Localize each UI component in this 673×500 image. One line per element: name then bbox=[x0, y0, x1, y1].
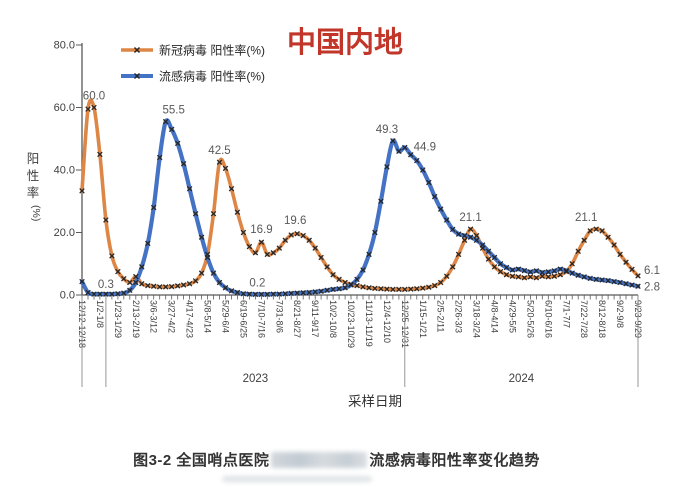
legend-flu-x-marker-icon bbox=[134, 73, 140, 79]
y-axis-unit: (%) bbox=[30, 205, 42, 221]
data-label: 49.3 bbox=[376, 124, 398, 136]
y-axis-title: 阳 性 率 (%) bbox=[27, 152, 42, 221]
chart-canvas: 中国内地 新冠病毒 阳性率(%) 流感病毒 阳性率(%) 阳 性 率 (%) 0… bbox=[27, 26, 660, 409]
caption-redacted-blur bbox=[271, 451, 368, 468]
x-axis-label: 7/1-7/7 bbox=[561, 300, 571, 328]
data-label: 2.8 bbox=[644, 281, 660, 293]
x-axis-label: 4/29-5/5 bbox=[508, 300, 518, 333]
x-axis-label: 9/2-9/8 bbox=[615, 300, 625, 328]
svg-text:率: 率 bbox=[27, 185, 40, 200]
x-axis-label: 4/8-4/14 bbox=[490, 300, 500, 333]
data-label: 55.5 bbox=[163, 105, 185, 117]
x-axis-label: 5/20-5/26 bbox=[525, 300, 535, 338]
x-axis-label: 1/2-1/8 bbox=[95, 300, 105, 328]
x-axis-label: 7/22-7/28 bbox=[579, 300, 589, 338]
x-axis-label: 10/2-10/8 bbox=[328, 300, 338, 338]
legend-flu-label: 流感病毒 阳性率(%) bbox=[159, 69, 265, 84]
x-axis-label: 1/15-1/21 bbox=[418, 300, 428, 338]
series-layer bbox=[79, 98, 641, 298]
svg-text:20.0: 20.0 bbox=[54, 227, 75, 239]
x-axis-label: 3/6-3/12 bbox=[149, 300, 159, 333]
data-label: 21.1 bbox=[459, 212, 481, 224]
x-axis-label: 8/21-8/27 bbox=[292, 300, 302, 338]
year-label: 2024 bbox=[509, 373, 535, 385]
caption-suffix: 流感病毒阳性率变化趋势 bbox=[369, 452, 540, 469]
x-axis-label: 6/10-6/16 bbox=[543, 300, 553, 338]
x-axis-label: 5/8-5/14 bbox=[203, 300, 213, 333]
x-axis-label: 12/4-12/10 bbox=[382, 300, 392, 343]
svg-text:性: 性 bbox=[27, 169, 40, 183]
x-axis-label: 4/17-4/23 bbox=[185, 300, 195, 338]
year-label: 2023 bbox=[243, 373, 269, 385]
x-axis-label: 2/5-2/11 bbox=[436, 300, 446, 332]
caption-prefix: 图3-2 全国哨点医院 bbox=[133, 452, 270, 469]
data-label: 0.3 bbox=[98, 279, 114, 291]
legend-covid-x-marker-icon bbox=[134, 47, 140, 53]
svg-text:0.0: 0.0 bbox=[60, 290, 75, 302]
figure-caption: 图3-2 全国哨点医院 流感病毒阳性率变化趋势 bbox=[0, 449, 673, 470]
x-axis-label: 2/26-3/3 bbox=[454, 300, 464, 333]
covid-series-line bbox=[80, 98, 640, 292]
x-axis-label: 8/12-8/18 bbox=[597, 300, 607, 338]
data-label: 6.1 bbox=[644, 265, 660, 277]
svg-text:60.0: 60.0 bbox=[54, 102, 75, 114]
data-label: 44.9 bbox=[414, 142, 436, 154]
data-label: 19.6 bbox=[284, 215, 306, 227]
x-axis-label: 6/19-6/25 bbox=[238, 300, 248, 338]
covid-series-markers bbox=[79, 104, 641, 293]
x-axis-label: 11/13-11/19 bbox=[364, 300, 374, 347]
svg-text:阳: 阳 bbox=[27, 152, 40, 166]
flu-series-line bbox=[79, 118, 641, 297]
flu-series-markers bbox=[79, 118, 641, 298]
x-axis-label: 7/10-7/16 bbox=[256, 300, 266, 338]
x-axis-label: 10/23-10/29 bbox=[346, 300, 356, 348]
x-axis-label: 3/27-4/2 bbox=[167, 300, 177, 333]
data-label: 21.1 bbox=[575, 212, 597, 224]
data-label: 16.9 bbox=[250, 224, 272, 236]
x-axis-label: 5/29-6/4 bbox=[221, 300, 231, 333]
svg-text:40.0: 40.0 bbox=[54, 165, 75, 177]
axes-layer: 12/12-12/18 1/2-1/8 1/23-1/29 2/13-2/19 3/6-… bbox=[76, 43, 643, 387]
x-axis-title: 采样日期 bbox=[348, 394, 402, 409]
legend: 新冠病毒 阳性率(%) 流感病毒 阳性率(%) bbox=[121, 43, 265, 84]
y-tick-labels: 0.0 20.0 40.0 60.0 80.0 bbox=[54, 40, 75, 302]
chart-title: 中国内地 bbox=[287, 26, 403, 59]
x-axis-label: 2/13-2/19 bbox=[131, 300, 141, 338]
svg-text:80.0: 80.0 bbox=[54, 40, 75, 52]
data-label: 0.2 bbox=[249, 277, 265, 289]
x-axis-label: 1/23-1/29 bbox=[113, 300, 123, 338]
x-axis-label: 3/18-3/24 bbox=[472, 300, 482, 338]
caption-smudge-blur bbox=[221, 476, 372, 482]
x-axis-label: 9/11-9/17 bbox=[310, 300, 320, 337]
data-label: 60.0 bbox=[83, 91, 105, 103]
data-label: 42.5 bbox=[208, 145, 230, 157]
labels-layer: 60.0 42.5 16.9 19.6 21.1 21.1 6.1 0.3 55.5 0.2 49.… bbox=[83, 91, 660, 294]
legend-covid-label: 新冠病毒 阳性率(%) bbox=[159, 43, 265, 58]
x-axis-label: 7/31-8/6 bbox=[274, 300, 284, 333]
